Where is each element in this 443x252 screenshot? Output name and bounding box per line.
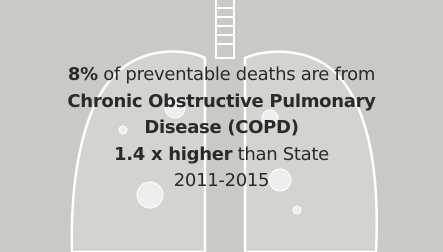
headline: 8% of preventable deaths are from [0, 62, 443, 89]
text-block: 8% of preventable deaths are from Chroni… [0, 62, 443, 195]
comparison-bold: 1.4 x higher [114, 144, 232, 165]
headline-bold: 8% [68, 64, 98, 85]
disease-line: Disease (COPD) [0, 115, 443, 142]
disease-line: Chronic Obstructive Pulmonary [0, 89, 443, 116]
period: 2011-2015 [0, 168, 443, 195]
comparison-rest: than State [238, 144, 329, 165]
dot [293, 206, 301, 214]
headline-rest: of preventable deaths are from [103, 64, 375, 85]
infographic: 8% of preventable deaths are from Chroni… [0, 0, 443, 252]
disease-name: Disease (COPD) [144, 117, 298, 138]
disease-name: Chronic Obstructive Pulmonary [67, 91, 375, 112]
comparison: 1.4 x higher than State [0, 142, 443, 169]
